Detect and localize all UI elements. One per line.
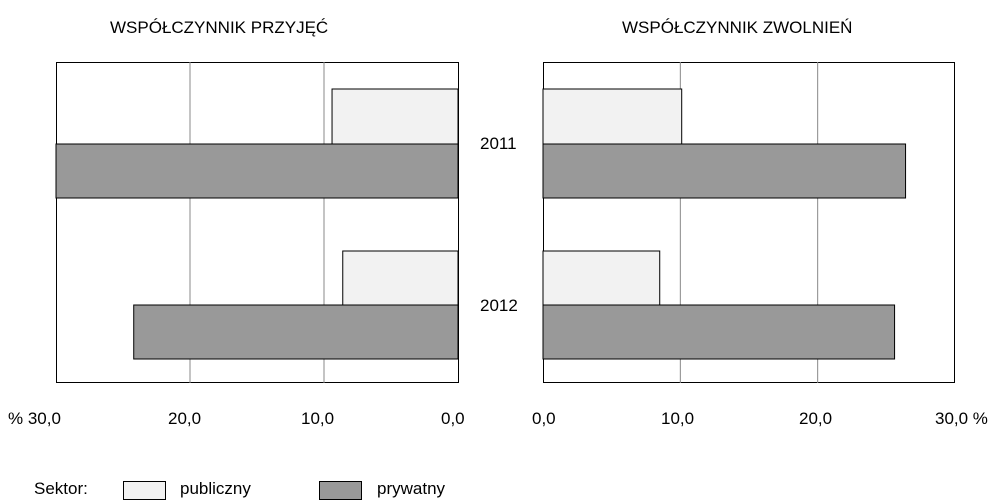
- bar-przyjecia-prywatny-2011: [55, 143, 459, 199]
- bar-zwolnienia-prywatny-2012: [542, 304, 896, 360]
- chart-title-right: WSPÓŁCZYNNIK ZWOLNIEŃ: [622, 18, 853, 37]
- legend-label-publiczny: publiczny: [180, 479, 251, 498]
- x-tick-right-2: 20,0: [799, 409, 833, 428]
- bar-zwolnienia-publiczny-2011: [542, 88, 683, 145]
- category-label-2011: 2011: [480, 134, 517, 153]
- x-tick-right-1: 10,0: [661, 409, 695, 428]
- legend-label-prywatny: prywatny: [377, 479, 446, 498]
- bar-zwolnienia-prywatny-2011: [542, 143, 907, 199]
- x-tick-left-2: 10,0: [301, 409, 335, 428]
- x-tick-left-3: 0,0: [441, 409, 465, 428]
- legend-swatch-prywatny: [319, 481, 362, 500]
- x-tick-right-0: 0,0: [532, 409, 556, 428]
- x-tick-left-0: % 30,0: [8, 409, 61, 428]
- chart-title-left: WSPÓŁCZYNNIK PRZYJĘĆ: [110, 18, 329, 37]
- x-tick-left-1: 20,0: [168, 409, 202, 428]
- category-label-2012: 2012: [480, 296, 518, 315]
- bar-zwolnienia-publiczny-2012: [542, 250, 661, 306]
- legend-title: Sektor:: [34, 479, 88, 498]
- bar-przyjecia-prywatny-2012: [133, 304, 459, 360]
- legend-swatch-publiczny: [123, 481, 166, 500]
- x-tick-right-3: 30,0 %: [935, 409, 988, 428]
- bar-przyjecia-publiczny-2012: [342, 250, 459, 306]
- bar-przyjecia-publiczny-2011: [331, 88, 459, 145]
